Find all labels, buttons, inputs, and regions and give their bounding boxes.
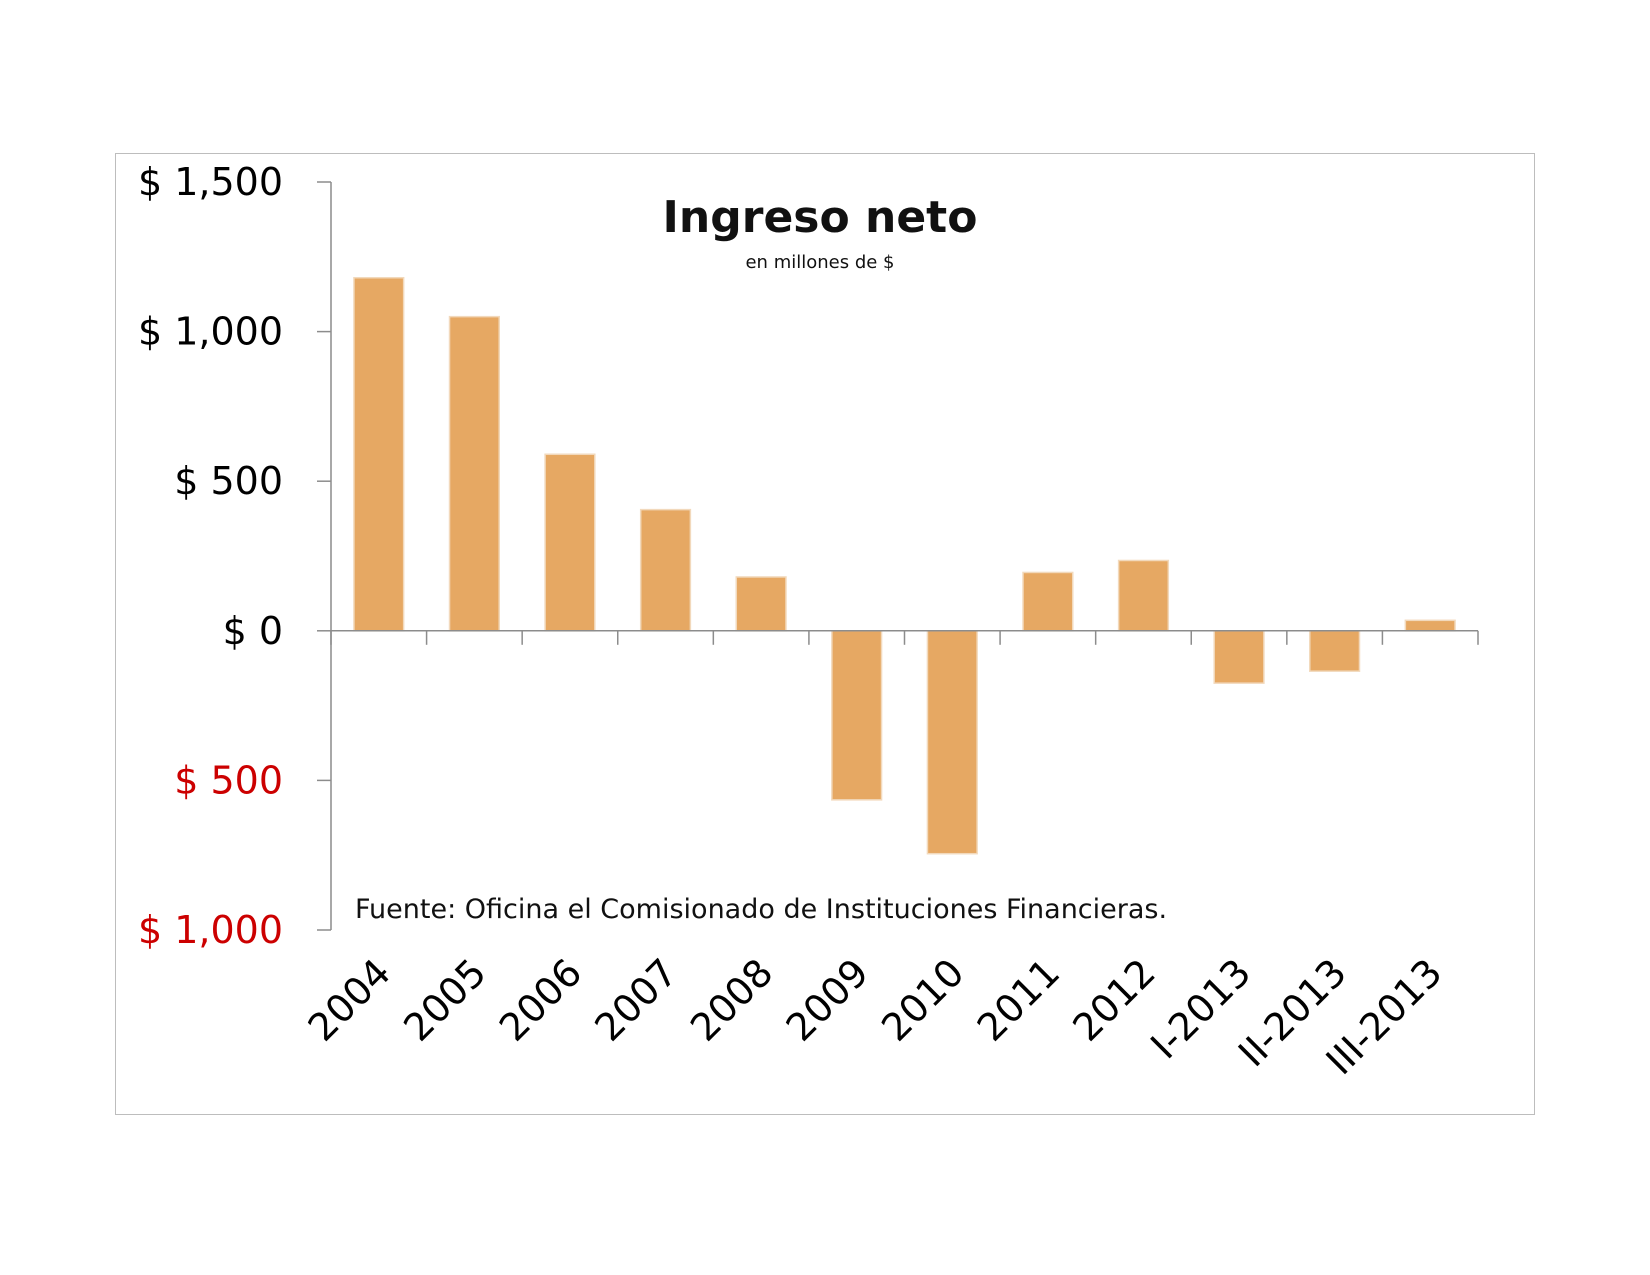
bar [831,630,883,801]
source-note: Fuente: Oficina el Comisionado de Instit… [355,894,1167,925]
x-tick-label: 2007 [586,950,686,1050]
y-tick-label: $ 500 [174,758,283,802]
bar [735,576,787,632]
chart-frame [115,153,1535,1115]
bar [1022,571,1074,632]
bar [448,315,500,632]
x-axis-ticks: 200420052006200720082009201020112012I-20… [300,950,1451,1083]
y-tick-label: $ 1,000 [138,310,283,354]
bar [1213,630,1265,684]
x-tick-label: 2005 [395,950,495,1050]
bar [544,453,596,632]
bar [639,508,692,632]
x-tick-label: 2006 [491,950,591,1050]
bar [1309,630,1361,672]
bars-group [353,276,1456,855]
x-tick-label: 2010 [873,950,973,1050]
chart-subtitle: en millones de $ [745,252,894,273]
axes-group [330,182,1479,930]
y-tick-label: $ 500 [174,459,283,503]
y-axis-ticks: $ 1,500 $ 1,000 $ 500 $ 0 $ 500 $ 1,000 [138,160,331,952]
x-tick-label: 2009 [778,950,878,1050]
bar [1404,619,1456,632]
x-tick-label: 2008 [682,950,782,1050]
chart-title: Ingreso neto [663,192,978,243]
bar [1117,559,1170,632]
y-tick-label: $ 1,500 [138,160,283,204]
x-tick-label: 2004 [300,950,400,1050]
bar [353,276,405,632]
bar [926,630,978,855]
x-tick-label: 2011 [969,950,1069,1050]
y-tick-label: $ 0 [223,609,283,653]
y-tick-label: $ 1,000 [138,908,283,952]
